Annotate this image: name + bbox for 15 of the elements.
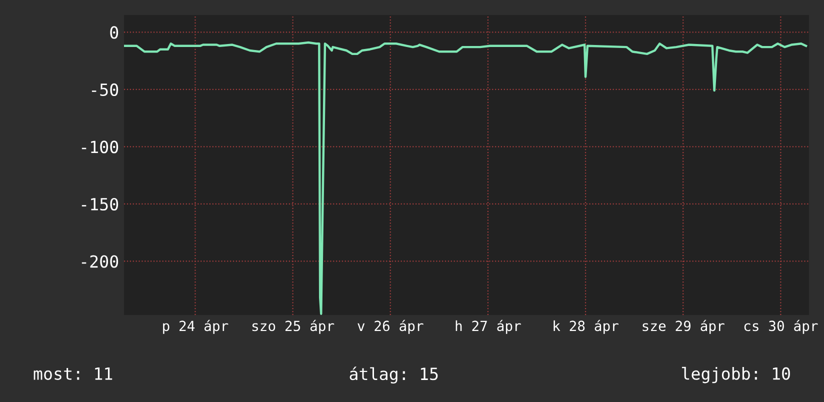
text: átlag: 15 [350, 366, 438, 384]
x-tick-label: k 28 ápr [554, 320, 618, 334]
x-tick-label: h 27 ápr [456, 320, 521, 334]
x-tick-label: cs 30 ápr [744, 320, 818, 334]
text: legjobb: 10 [682, 366, 790, 384]
text: most: 11 [34, 368, 112, 380]
x-tick-label: sze 29 ápr [642, 320, 724, 334]
y-tick-label: 0 [110, 26, 118, 39]
x-tick-label: szo 25 ápr [252, 320, 334, 334]
y-tick-label: -50 [92, 83, 118, 96]
x-tick-label: v 26 ápr [358, 320, 424, 334]
y-tick-label: -150 [82, 198, 118, 211]
y-tick-label: -100 [82, 140, 118, 154]
y-tick-label: -200 [82, 255, 118, 268]
x-tick-label: p 24 ápr [163, 320, 228, 334]
